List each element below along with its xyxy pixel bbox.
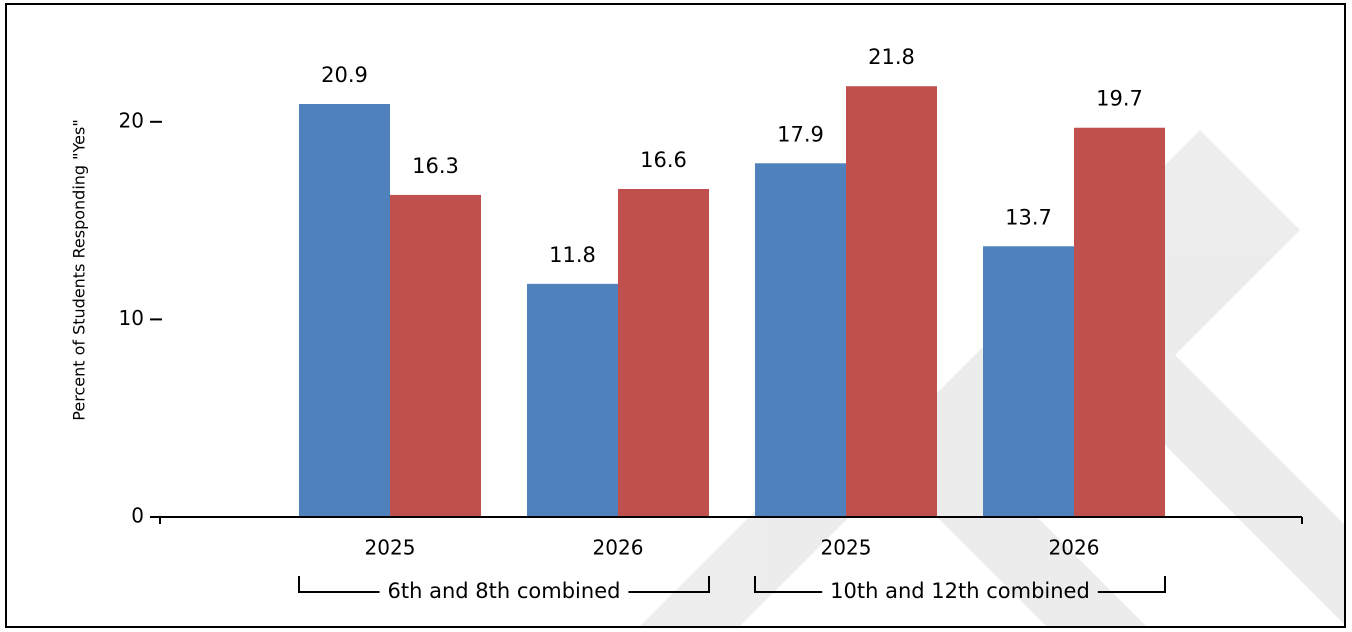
x-tick-label: 2025 [365, 536, 416, 560]
group-bracket [754, 576, 1166, 593]
y-tick-label: 20 [119, 108, 144, 132]
group-bracket [298, 576, 710, 593]
x-tick-label: 2026 [1049, 536, 1100, 560]
bar [1074, 127, 1165, 517]
value-label: 21.8 [868, 45, 915, 69]
bar [983, 246, 1074, 517]
y-tick-label: 10 [119, 306, 144, 330]
bar [618, 188, 709, 517]
x-tick-label: 2025 [821, 536, 872, 560]
value-label: 16.3 [412, 154, 459, 178]
y-tick-label: 0 [131, 504, 144, 528]
value-label: 11.8 [549, 243, 596, 267]
bar [299, 104, 390, 518]
value-label: 13.7 [1005, 205, 1052, 229]
value-label: 20.9 [321, 63, 368, 87]
value-label: 17.9 [777, 122, 824, 146]
x-tick-label: 2026 [593, 536, 644, 560]
bar [527, 283, 618, 517]
value-label: 19.7 [1096, 87, 1143, 111]
y-axis-label: Percent of Students Responding "Yes" [70, 119, 89, 420]
bar [846, 86, 937, 518]
bar [390, 194, 481, 518]
group-label: 10th and 12th combined [830, 579, 1090, 603]
bar [755, 163, 846, 517]
plot: 20.9 11.8 17.9 13.7 16.3 16.6 21.8 19.7 0 10 20 202… [119, 45, 1303, 603]
group-label: 6th and 8th combined [388, 579, 621, 603]
value-label: 16.6 [640, 148, 687, 172]
